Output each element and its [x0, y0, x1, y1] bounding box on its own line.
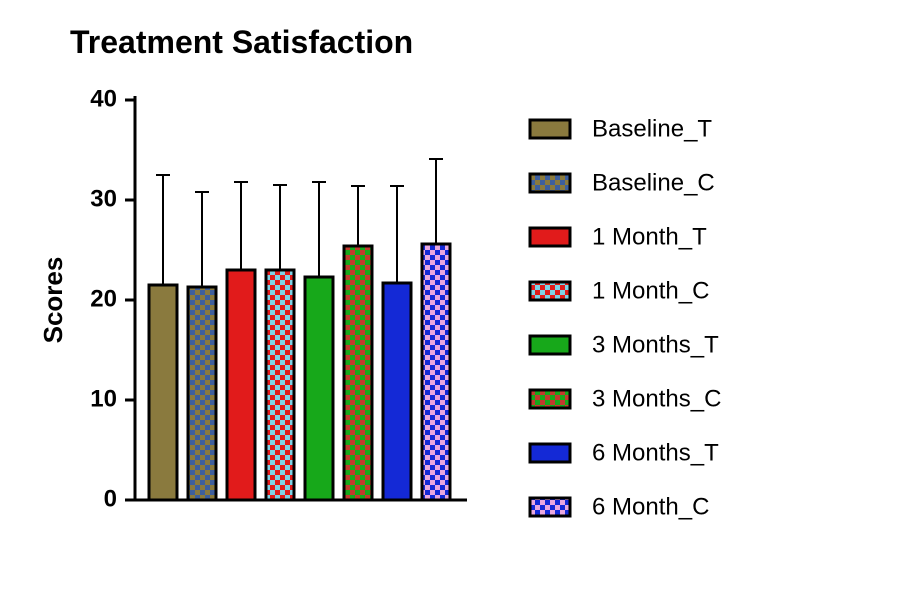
legend-label-months6_t: 6 Months_T: [592, 439, 719, 466]
legend-swatch-month6_c: [530, 498, 570, 516]
legend-swatch-month1_t: [530, 228, 570, 246]
bar-month1_t: [227, 270, 255, 500]
y-axis-label: Scores: [38, 257, 68, 344]
bar-month6_c: [422, 244, 450, 500]
chart-area: 0 10 20 30 40 Scores Baseline_T Baseline_C 1 Mon…: [0, 0, 901, 612]
bar-months6_t: [383, 283, 411, 500]
legend-swatch-baseline_t: [530, 120, 570, 138]
legend-label-month1_t: 1 Month_T: [592, 223, 707, 250]
bar-month1_c: [266, 270, 294, 500]
legend-swatch-months3_c: [530, 390, 570, 408]
legend-swatch-months6_t: [530, 444, 570, 462]
bar-baseline_c: [188, 287, 216, 500]
y-tick-label: 10: [90, 385, 117, 412]
y-tick-label: 0: [104, 485, 117, 512]
legend-swatch-month1_c: [530, 282, 570, 300]
y-tick-label: 20: [90, 285, 117, 312]
page-title: Treatment Satisfaction: [70, 24, 413, 61]
legend-swatch-baseline_c: [530, 174, 570, 192]
legend-label-baseline_c: Baseline_C: [592, 169, 715, 196]
legend-label-month6_c: 6 Month_C: [592, 493, 709, 520]
legend-label-months3_c: 3 Months_C: [592, 385, 721, 412]
bar-months3_c: [344, 246, 372, 500]
legend-label-months3_t: 3 Months_T: [592, 331, 719, 358]
legend-label-month1_c: 1 Month_C: [592, 277, 709, 304]
y-tick-label: 30: [90, 185, 117, 212]
legend-swatch-months3_t: [530, 336, 570, 354]
bar-baseline_t: [149, 285, 177, 500]
y-tick-label: 40: [90, 85, 117, 112]
bar-months3_t: [305, 277, 333, 500]
legend-label-baseline_t: Baseline_T: [592, 115, 712, 142]
